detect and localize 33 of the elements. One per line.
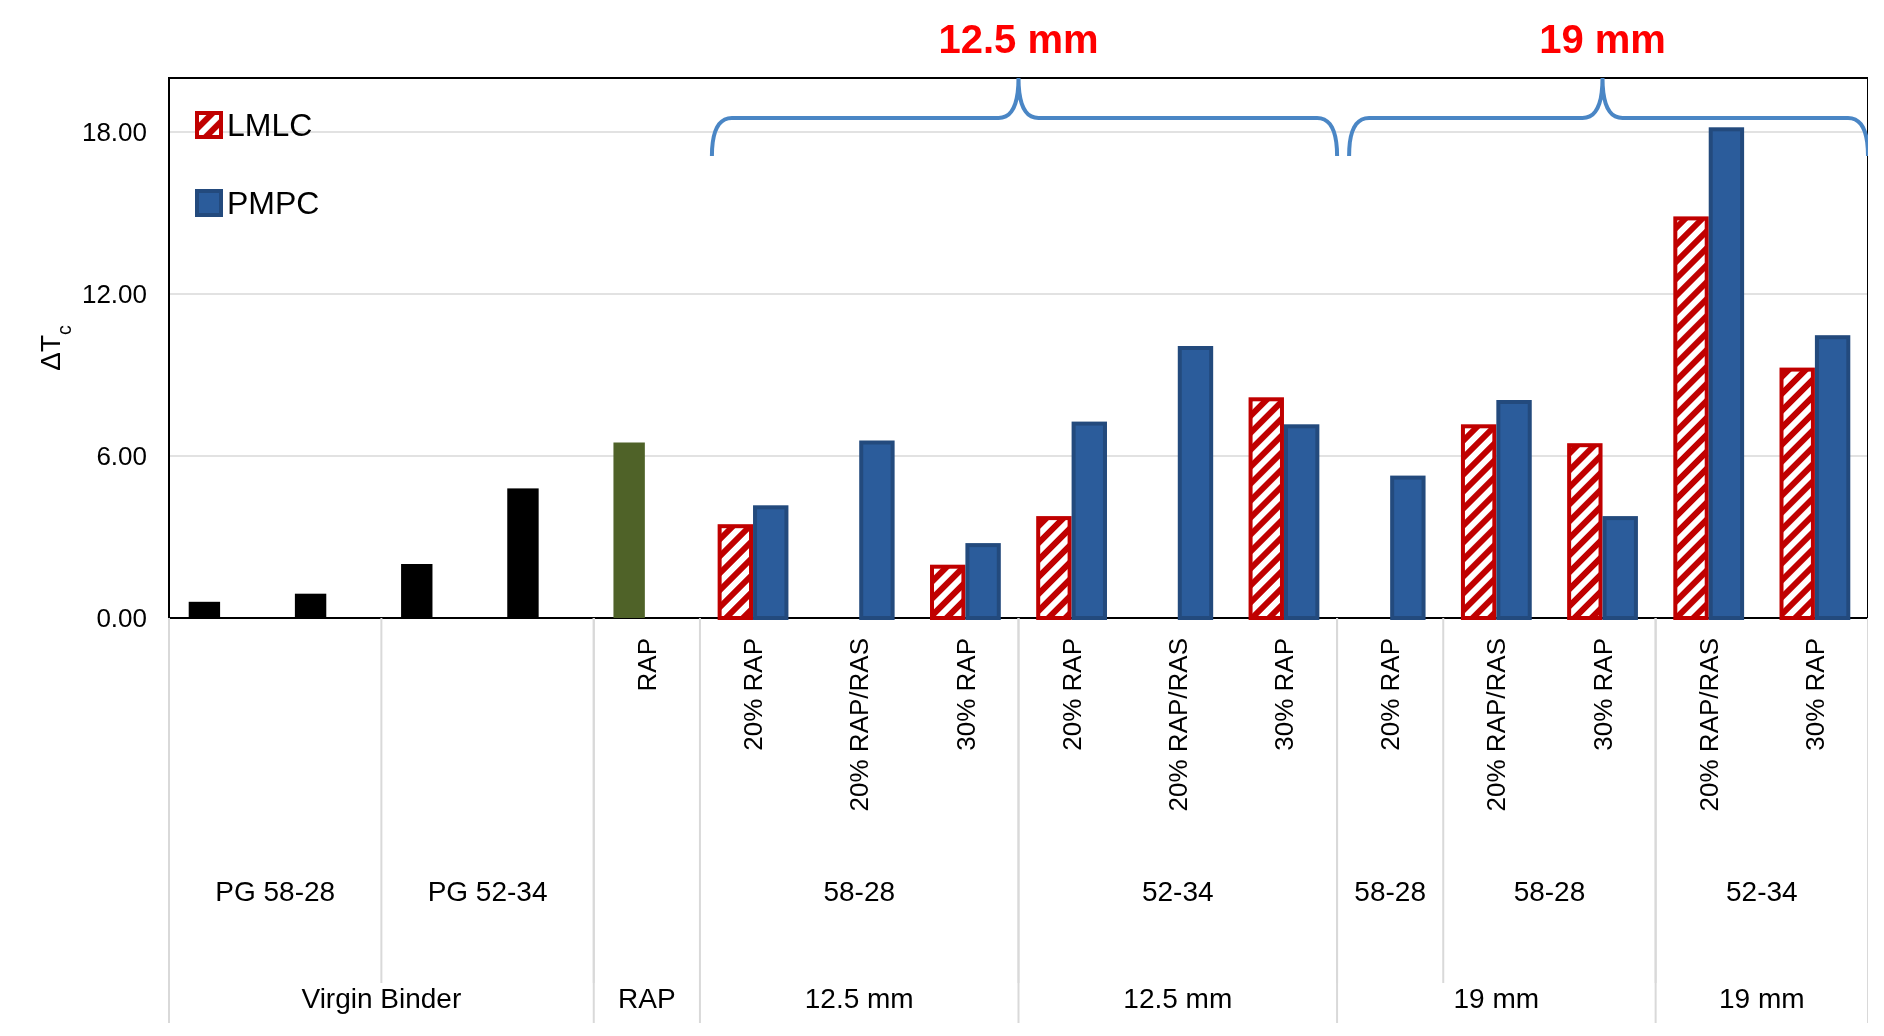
legend-label: PMPC [227,185,320,222]
x-tick-label: RAP [631,638,662,692]
legend-label: LMLC [227,107,313,144]
text: 52-34 [1141,875,1214,907]
y-tick-label: 12.00 [81,279,147,310]
text: PG 58-28 [215,875,336,907]
text: 19 mm [1539,17,1666,61]
text: 12.5 mm [1123,982,1233,1014]
text: 12.5 mm [804,982,914,1014]
y-tick-label: 6.00 [96,441,147,472]
x-tick-label: 30% RAP [1587,638,1618,751]
x-tick-label: 20% RAP/RAS [1481,638,1512,812]
text: 58-28 [1513,875,1586,907]
text: 19 mm [1719,982,1805,1014]
text: 52-34 [1726,875,1798,907]
text: 19 mm [1453,982,1540,1014]
x-tick-label: 20% RAP [1375,638,1406,751]
x-tick-label: 20% RAP [1056,638,1087,751]
text: 58-28 [1354,875,1426,907]
x-tick-label: 20% RAP [738,638,769,751]
x-tick-label: 20% RAP/RAS [1693,638,1724,812]
x-tick-label: 20% RAP/RAS [1162,638,1193,812]
x-tick-label: 30% RAP [1269,638,1300,751]
text: PG 52-34 [427,875,548,907]
text: 58-28 [823,875,896,907]
x-tick-label: 20% RAP/RAS [844,638,875,812]
text: Virgin Binder [301,982,462,1014]
text: 12.5 mm [938,17,1099,61]
y-tick-label: 0.00 [96,603,147,634]
x-tick-label: 30% RAP [1800,638,1831,751]
x-tick-label: 30% RAP [950,638,981,751]
y-tick-label: 18.00 [81,117,147,148]
text: RAP [618,982,676,1014]
